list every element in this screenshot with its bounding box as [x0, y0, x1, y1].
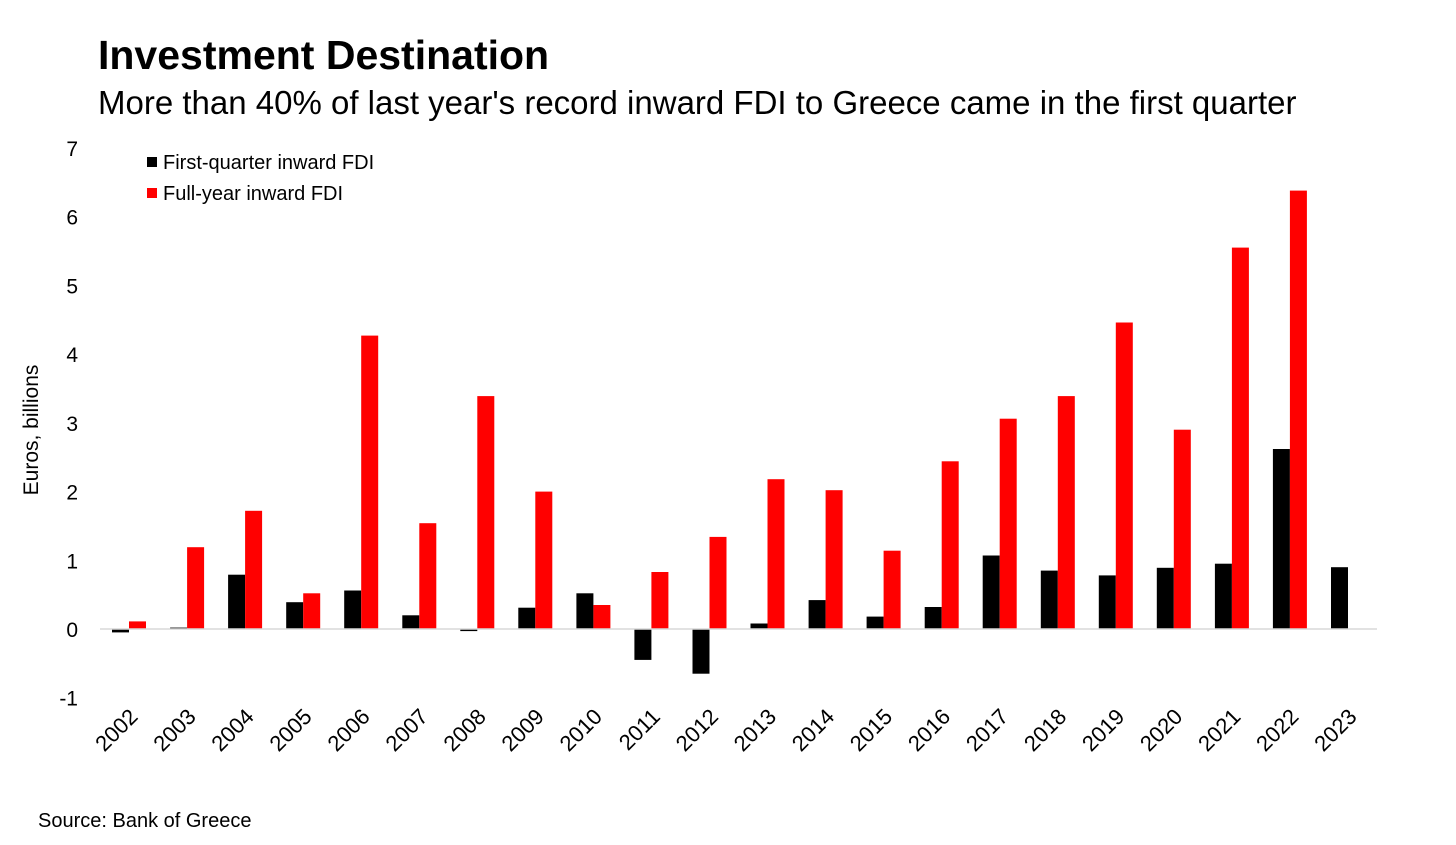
- full-year-bar: [477, 396, 495, 629]
- full-year-bar: [419, 523, 437, 629]
- chart-title: Investment Destination: [98, 32, 550, 78]
- y-tick-label: 1: [66, 550, 78, 573]
- legend-swatch-full-year: [147, 188, 157, 198]
- first-quarter-bar: [1214, 563, 1232, 629]
- first-quarter-bar: [344, 590, 362, 629]
- first-quarter-bar: [1156, 567, 1174, 629]
- x-tick-label: 2007: [381, 704, 433, 756]
- x-tick-label: 2006: [322, 704, 374, 756]
- first-quarter-bar: [750, 623, 768, 629]
- full-year-bar: [1057, 396, 1075, 629]
- x-tick-label: 2015: [845, 704, 897, 756]
- chart-subtitle: More than 40% of last year's record inwa…: [98, 84, 1297, 121]
- full-year-bar: [1231, 247, 1249, 629]
- first-quarter-bar: [1331, 567, 1348, 629]
- first-quarter-bar: [286, 602, 304, 629]
- x-tick-label: 2013: [729, 704, 781, 756]
- full-year-bar: [1289, 190, 1307, 629]
- x-tick-label: 2020: [1135, 704, 1187, 756]
- legend-swatch-first-quarter: [147, 157, 157, 167]
- full-year-bar: [941, 461, 959, 629]
- y-tick-label: 7: [66, 138, 78, 161]
- first-quarter-bar: [1040, 570, 1058, 629]
- full-year-bar: [245, 510, 263, 629]
- bars: [112, 190, 1348, 674]
- full-year-bar: [303, 593, 321, 629]
- x-tick-label: 2018: [1019, 704, 1071, 756]
- first-quarter-bar: [518, 607, 536, 629]
- legend-label-first-quarter: First-quarter inward FDI: [163, 152, 374, 174]
- legend: First-quarter inward FDI Full-year inwar…: [147, 152, 374, 205]
- source-note: Source: Bank of Greece: [38, 810, 252, 832]
- y-tick-label: 0: [66, 619, 78, 642]
- full-year-bar: [129, 621, 146, 629]
- first-quarter-bar: [576, 593, 594, 629]
- y-tick-label: -1: [59, 688, 78, 711]
- first-quarter-bar: [866, 616, 884, 629]
- full-year-bar: [999, 418, 1017, 629]
- full-year-bar: [883, 550, 901, 629]
- full-year-bar: [1115, 322, 1133, 629]
- y-tick-label: 4: [66, 344, 78, 367]
- x-tick-label: 2012: [671, 704, 723, 756]
- full-year-bar: [187, 547, 205, 629]
- x-tick-label: 2023: [1309, 704, 1361, 756]
- x-tick-label: 2019: [1077, 704, 1129, 756]
- first-quarter-bar: [924, 607, 942, 629]
- first-quarter-bar: [402, 615, 420, 629]
- x-tick-label: 2022: [1251, 704, 1303, 756]
- first-quarter-bar: [982, 555, 1000, 629]
- full-year-bar: [709, 536, 727, 629]
- first-quarter-bar: [692, 629, 710, 674]
- x-tick-label: 2014: [787, 704, 839, 756]
- first-quarter-bar: [1098, 575, 1116, 629]
- y-tick-label: 6: [66, 207, 78, 230]
- y-tick-label: 2: [66, 482, 78, 505]
- x-tick-label: 2021: [1193, 704, 1245, 756]
- full-year-bar: [361, 335, 379, 629]
- x-tick-label: 2004: [206, 704, 258, 756]
- full-year-bar: [535, 491, 553, 629]
- full-year-bar: [651, 572, 669, 629]
- y-tick-label: 5: [66, 275, 78, 298]
- x-tick-label: 2003: [148, 704, 200, 756]
- full-year-bar: [825, 490, 843, 629]
- x-axis-ticks: 2002 2003 2004 2005 2006 2007 2008 2009 2010 2011…: [90, 704, 1361, 756]
- x-tick-label: 2008: [439, 704, 491, 756]
- x-tick-label: 2017: [961, 704, 1013, 756]
- y-axis-label: Euros, billions: [20, 365, 43, 496]
- full-year-bar: [767, 479, 785, 629]
- first-quarter-bar: [1272, 449, 1290, 629]
- first-quarter-bar: [808, 600, 826, 629]
- x-tick-label: 2005: [264, 704, 316, 756]
- first-quarter-bar: [460, 629, 478, 632]
- y-axis-ticks: -1 0 1 2 3 4 5 6 7: [59, 138, 78, 711]
- y-tick-label: 3: [66, 413, 78, 436]
- full-year-bar: [593, 605, 611, 629]
- x-tick-label: 2010: [555, 704, 607, 756]
- x-tick-label: 2002: [90, 704, 142, 756]
- first-quarter-bar: [112, 629, 129, 633]
- legend-label-full-year: Full-year inward FDI: [163, 183, 343, 205]
- x-tick-label: 2009: [497, 704, 549, 756]
- first-quarter-bar: [634, 629, 652, 660]
- first-quarter-bar: [228, 574, 246, 629]
- full-year-bar: [1173, 429, 1191, 629]
- x-tick-label: 2011: [614, 704, 665, 755]
- x-tick-label: 2016: [903, 704, 955, 756]
